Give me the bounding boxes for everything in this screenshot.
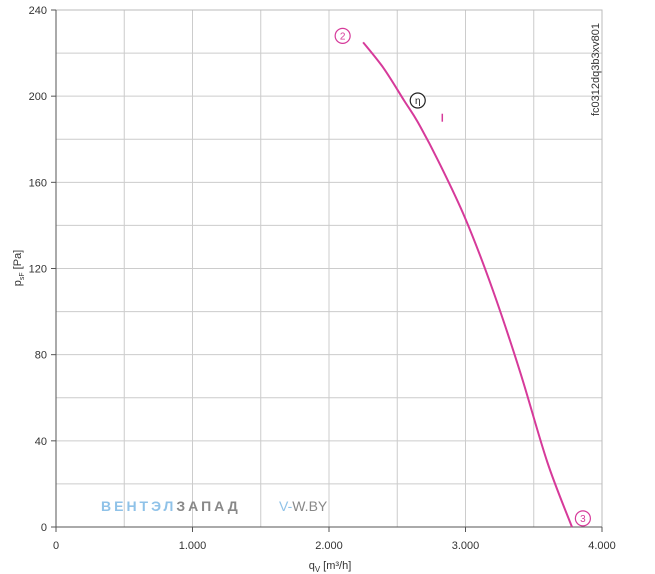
watermark: ВЕНТЭЛЗАПАД V-W.BY — [101, 498, 328, 514]
marker-circle — [574, 510, 591, 527]
y-tick-label: 160 — [29, 177, 47, 189]
x-tick-label: 1.000 — [179, 540, 207, 552]
watermark-part3: V- — [279, 498, 293, 514]
markers-layer: 2 η 3 — [334, 27, 591, 527]
y-tick-label: 120 — [29, 264, 47, 276]
x-tick-label: 0 — [53, 540, 59, 552]
y-tick-label: 80 — [35, 350, 47, 362]
watermark-part2: ЗАПАД — [176, 498, 240, 514]
x-axis-label-main: q — [309, 560, 315, 572]
x-tick-label: 2.000 — [315, 540, 343, 552]
side-label: fc0312dq3b3xv801 — [590, 23, 602, 116]
marker-circle — [409, 92, 426, 109]
marker-label: η — [415, 96, 421, 107]
x-axis-ticks: 0 1.000 2.000 3.000 4.000 — [53, 527, 616, 552]
watermark-part4: W.BY — [292, 498, 328, 514]
grid — [56, 10, 602, 527]
y-axis-label-main: p — [12, 280, 24, 286]
y-axis-label-unit: [Pa] — [12, 250, 24, 270]
x-axis-label-sub: V — [315, 565, 321, 574]
x-tick-label: 4.000 — [588, 540, 616, 552]
x-tick-label: 3.000 — [452, 540, 480, 552]
y-tick-label: 0 — [41, 522, 47, 534]
y-axis-label: psF [Pa] — [12, 250, 26, 286]
watermark-part1: ВЕНТЭЛ — [101, 498, 176, 514]
y-axis-label-sub: sF — [19, 272, 26, 280]
marker-label: 2 — [340, 31, 346, 42]
y-axis-ticks: 0 40 80 120 160 200 240 — [29, 5, 56, 534]
series-line — [362, 41, 573, 528]
x-axis-label-unit: [m³/h] — [323, 560, 351, 572]
marker-circle — [334, 27, 351, 44]
series-layer — [362, 41, 573, 528]
y-tick-label: 200 — [29, 91, 47, 103]
x-axis-label: qV [m³/h] — [309, 560, 352, 574]
marker-label: 3 — [580, 514, 586, 525]
watermark-domain: V-W.BY — [279, 498, 328, 514]
y-tick-label: 40 — [35, 436, 47, 448]
watermark-text: ВЕНТЭЛЗАПАД — [101, 498, 241, 514]
y-tick-label: 240 — [29, 5, 47, 17]
